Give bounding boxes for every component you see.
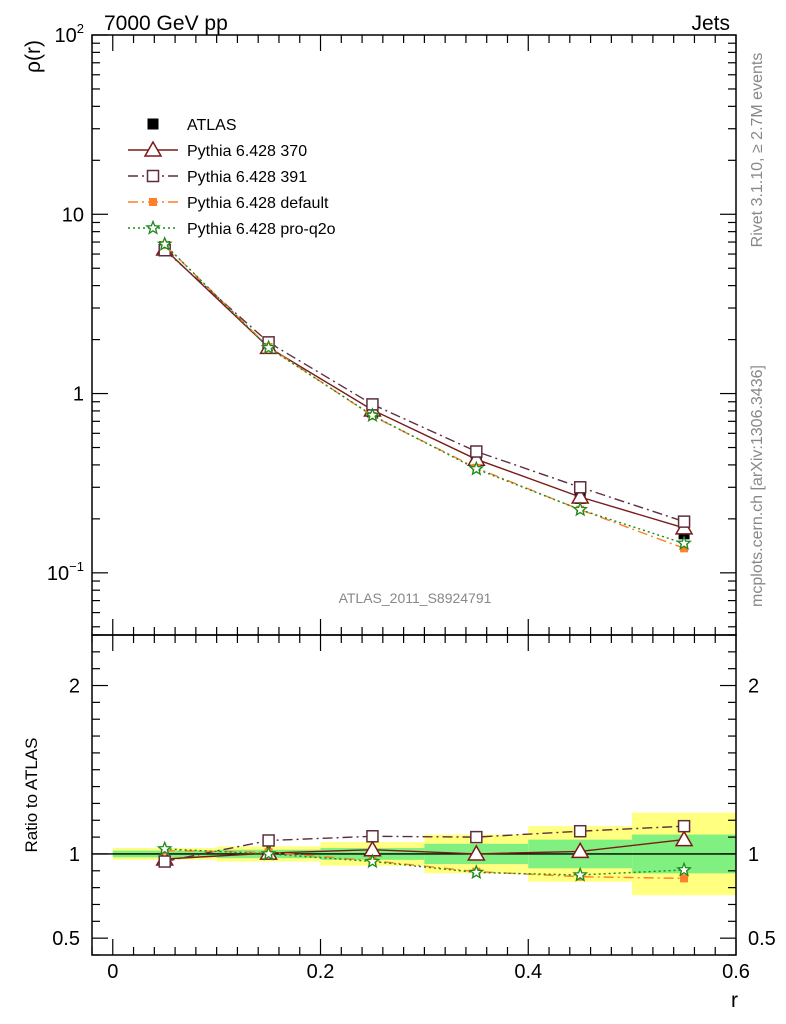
main-series-point [364,407,381,423]
ratio-series-1 [158,819,691,868]
main-y-tick-label: 10 [62,204,84,226]
ratio-y-tick-label-right: 2 [748,676,759,698]
main-series-point [156,236,173,252]
ratio-series-point [158,855,171,868]
ratio-series-point [262,834,275,847]
ratio-series-point [364,853,381,869]
main-series-line [164,243,685,545]
ratio-y-tick-label-right: 1 [748,844,759,866]
ratio-y-tick-label-right: 0.5 [748,928,776,950]
x-tick-label: 0 [107,961,118,983]
ratio-series-line [164,825,685,863]
ratio-series-line [164,848,685,876]
ratio-y-axis-label: Ratio to ATLAS [22,738,41,853]
ratio-series-point [467,844,486,861]
ratio-series-point [366,830,379,843]
legend-marker [147,118,159,130]
main-series-point [676,535,692,551]
main-series-point [468,460,485,476]
x-tick-label: 0.2 [307,961,335,983]
legend-label: Pythia 6.428 pro-q2o [187,221,336,238]
legend-entry: Pythia 6.428 391 [128,169,307,186]
legend-label: Pythia 6.428 default [187,195,329,212]
main-series-point [260,339,277,355]
ratio-frame [91,634,737,956]
main-series-line [164,244,685,549]
legend-entry: ATLAS [147,117,237,134]
x-axis-label: r [731,989,738,1012]
legend-marker [145,219,161,235]
ratio-series-line [164,849,685,880]
ratio-series-point [260,845,277,861]
main-series-0 [159,241,690,542]
main-series-point [677,515,691,528]
x-tick-label: 0.6 [722,961,750,983]
series-layer [155,236,694,883]
ratio-series-point [156,840,173,856]
process-label: Jets [691,12,730,35]
main-series-point [573,481,587,494]
main-y-tick-label: 102 [55,21,84,47]
mcplots-label: mcplots.cern.ch [arXiv:1306.3436] [749,365,766,607]
ratio-series-point [674,830,694,847]
ratio-series-point [677,819,691,833]
main-series-4 [156,236,692,551]
axes-layer: 102 10 1 10−1 0.5 0.5 1 1 2 2 0 0.2 0.4 0.6 [47,21,776,983]
main-series-line [164,248,685,529]
rivet-version-label: Rivet 3.1.10, ≥ 2.7M events [749,53,766,248]
legend-label: Pythia 6.428 391 [187,169,307,186]
ratio-series-line [164,838,685,860]
ratio-series-point [470,830,483,844]
ratio-series-point [572,866,589,882]
legend-marker [143,140,163,157]
legend-label: Pythia 6.428 370 [187,143,307,160]
main-series-point [572,501,589,517]
ratio-series-point [468,864,485,880]
ratio-series-point [676,861,692,877]
ratio-series-3 [156,840,692,882]
legend: ATLAS Pythia 6.428 370 Pythia 6.428 391 Pyt… [128,117,336,238]
legend-marker [149,198,157,206]
legend-entry: Pythia 6.428 default [128,195,329,212]
ratio-series-point [573,824,587,838]
legend-marker [146,169,160,183]
main-series-point [680,544,689,553]
legend-entry: Pythia 6.428 370 [128,140,307,160]
ratio-series-point [680,874,689,883]
main-series-point [470,445,483,458]
x-tick-label: 0.4 [514,961,542,983]
legend-label: ATLAS [187,117,237,134]
ratio-y-tick-label-left: 2 [69,676,80,698]
ratio-y-tick-label-left: 1 [69,844,80,866]
legend-entry: Pythia 6.428 pro-q2o [128,219,336,238]
main-series-line [164,249,685,523]
main-y-tick-label: 10−1 [47,559,84,585]
analysis-id-label: ATLAS_2011_S8924791 [339,590,492,606]
energy-label: 7000 GeV pp [104,12,228,35]
ratio-y-tick-label-left: 0.5 [52,928,80,950]
main-y-axis-label: ρ(r) [22,40,45,73]
ratio-series-point [570,841,590,859]
main-y-tick-label: 1 [73,384,84,406]
main-series-1 [155,239,694,535]
main-series-2 [158,243,691,528]
